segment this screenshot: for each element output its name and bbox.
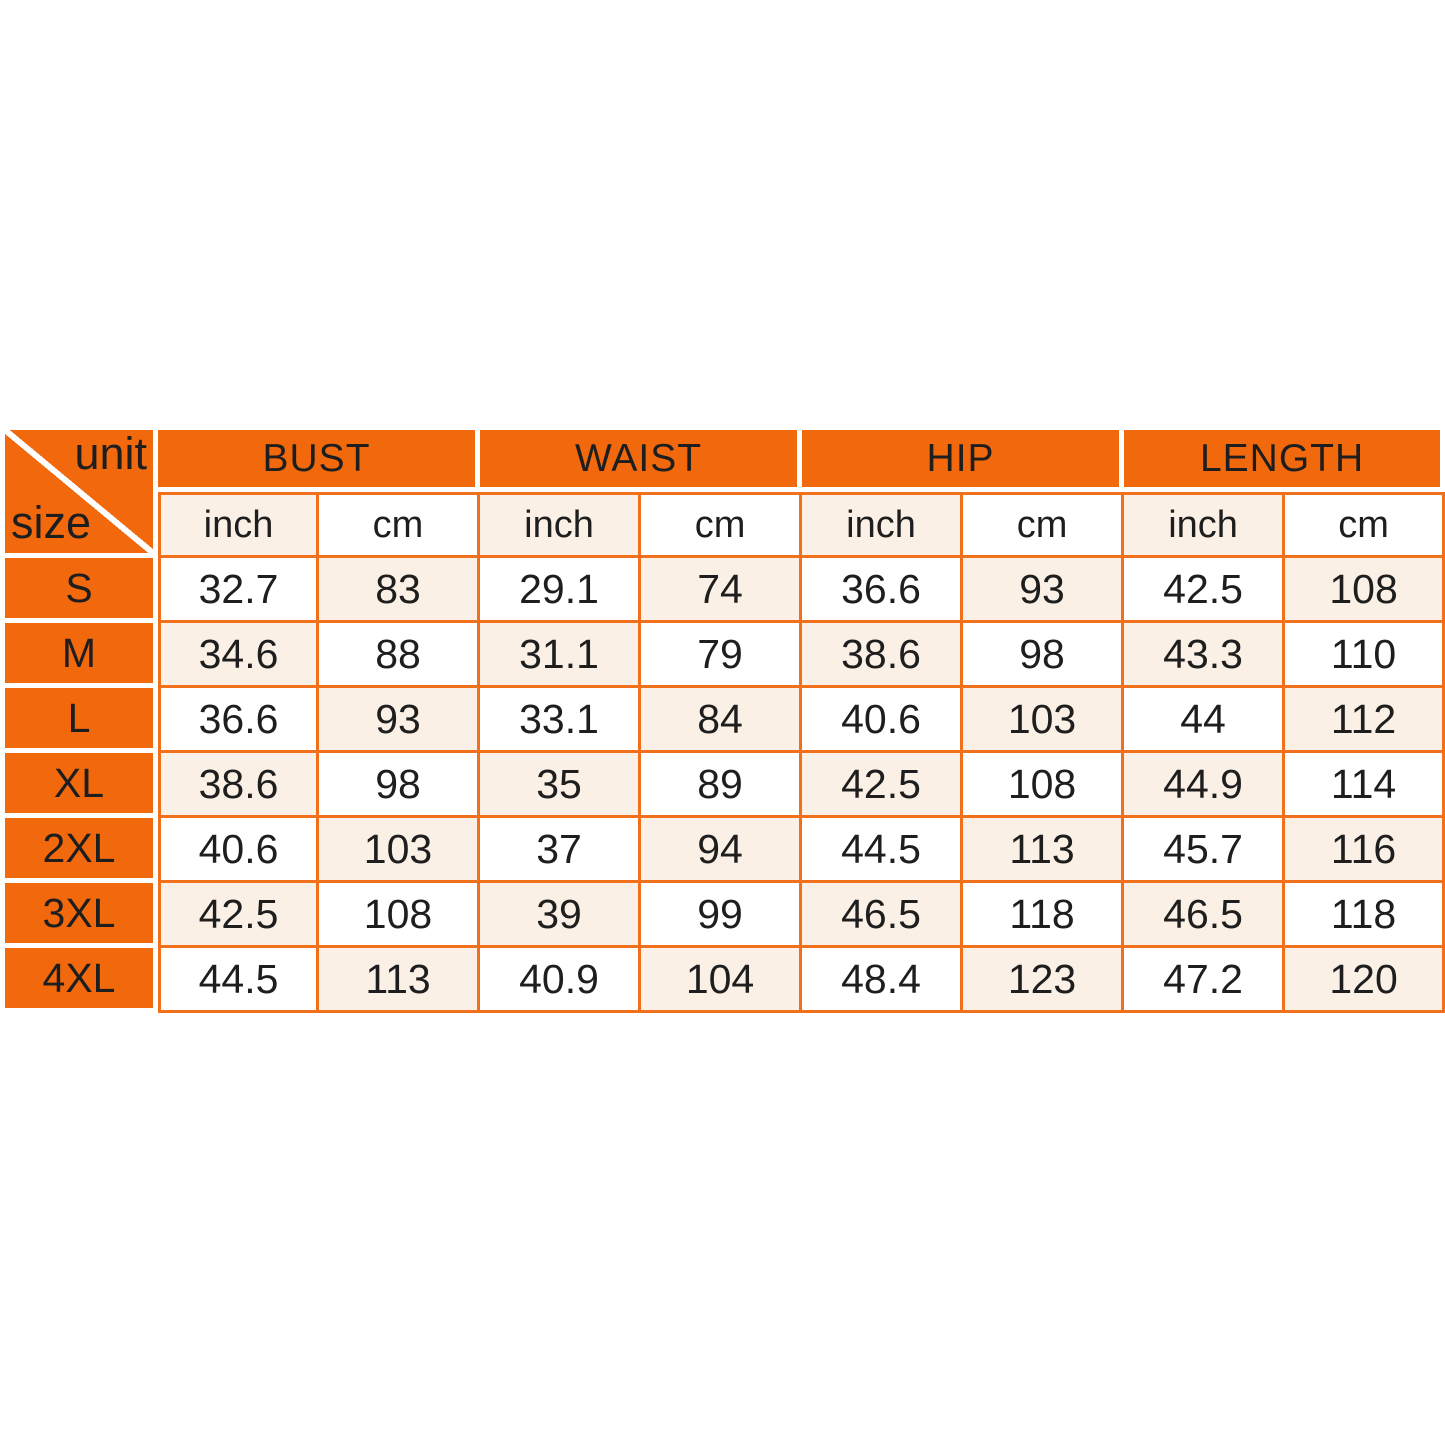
size-cell-2xl: 2XL [5, 818, 158, 883]
table-row-s: S 32.7 83 29.1 74 36.6 93 42.5 108 [5, 558, 1445, 623]
size-cell-4xl: 4XL [5, 948, 158, 1013]
subheader-length-inch: inch [1124, 492, 1286, 558]
cell-xl-waist-inch: 35 [480, 753, 642, 818]
subheader-waist-cm: cm [641, 492, 803, 558]
cell-l-length-inch: 44 [1124, 688, 1286, 753]
cell-2xl-length-cm: 116 [1285, 818, 1445, 883]
cell-4xl-bust-inch: 44.5 [158, 948, 319, 1013]
subheader-hip-cm: cm [963, 492, 1125, 558]
size-cell-xl: XL [5, 753, 158, 818]
corner-unit-label: unit [74, 430, 147, 479]
cell-m-hip-inch: 38.6 [802, 623, 964, 688]
cell-s-length-inch: 42.5 [1124, 558, 1286, 623]
cell-m-waist-cm: 79 [641, 623, 803, 688]
corner-cell: unit size [5, 430, 158, 558]
cell-3xl-waist-inch: 39 [480, 883, 642, 948]
cell-l-waist-cm: 84 [641, 688, 803, 753]
header-row-groups: unit size BUST WAIST HIP LENGTH [5, 430, 1445, 558]
table-row-3xl: 3XL 42.5 108 39 99 46.5 118 46.5 118 [5, 883, 1445, 948]
cell-3xl-length-inch: 46.5 [1124, 883, 1286, 948]
cell-4xl-length-inch: 47.2 [1124, 948, 1286, 1013]
cell-xl-length-inch: 44.9 [1124, 753, 1286, 818]
cell-m-length-cm: 110 [1285, 623, 1445, 688]
cell-xl-bust-cm: 98 [319, 753, 481, 818]
group-header-length: LENGTH [1124, 430, 1445, 492]
cell-xl-waist-cm: 89 [641, 753, 803, 818]
subheader-length-cm: cm [1285, 492, 1445, 558]
subheader-bust-cm: cm [319, 492, 481, 558]
cell-l-bust-inch: 36.6 [158, 688, 319, 753]
diagonal-divider [5, 430, 153, 553]
cell-2xl-bust-cm: 103 [319, 818, 481, 883]
subheader-bust-inch: inch [158, 492, 319, 558]
cell-xl-hip-cm: 108 [963, 753, 1125, 818]
group-header-hip: HIP [802, 430, 1125, 492]
cell-3xl-bust-cm: 108 [319, 883, 481, 948]
cell-3xl-bust-inch: 42.5 [158, 883, 319, 948]
cell-m-bust-cm: 88 [319, 623, 481, 688]
table-row-l: L 36.6 93 33.1 84 40.6 103 44 112 [5, 688, 1445, 753]
cell-s-waist-inch: 29.1 [480, 558, 642, 623]
cell-xl-bust-inch: 38.6 [158, 753, 319, 818]
cell-s-length-cm: 108 [1285, 558, 1445, 623]
cell-s-bust-cm: 83 [319, 558, 481, 623]
subheader-waist-inch: inch [480, 492, 642, 558]
size-cell-l: L [5, 688, 158, 753]
cell-2xl-hip-cm: 113 [963, 818, 1125, 883]
table-row-m: M 34.6 88 31.1 79 38.6 98 43.3 110 [5, 623, 1445, 688]
header-row-units: inch cm inch cm inch cm inch cm [5, 492, 1445, 558]
cell-4xl-length-cm: 120 [1285, 948, 1445, 1013]
cell-2xl-waist-inch: 37 [480, 818, 642, 883]
cell-2xl-length-inch: 45.7 [1124, 818, 1286, 883]
cell-m-length-inch: 43.3 [1124, 623, 1286, 688]
cell-3xl-hip-cm: 118 [963, 883, 1125, 948]
cell-s-bust-inch: 32.7 [158, 558, 319, 623]
cell-m-waist-inch: 31.1 [480, 623, 642, 688]
cell-l-bust-cm: 93 [319, 688, 481, 753]
size-cell-m: M [5, 623, 158, 688]
cell-m-hip-cm: 98 [963, 623, 1125, 688]
size-chart-table: unit size BUST WAIST HIP LENGTH inch cm … [5, 430, 1445, 1013]
cell-2xl-bust-inch: 40.6 [158, 818, 319, 883]
subheader-hip-inch: inch [802, 492, 964, 558]
cell-3xl-hip-inch: 46.5 [802, 883, 964, 948]
cell-m-bust-inch: 34.6 [158, 623, 319, 688]
size-cell-3xl: 3XL [5, 883, 158, 948]
table-row-4xl: 4XL 44.5 113 40.9 104 48.4 123 47.2 120 [5, 948, 1445, 1013]
cell-xl-length-cm: 114 [1285, 753, 1445, 818]
cell-l-waist-inch: 33.1 [480, 688, 642, 753]
cell-4xl-waist-inch: 40.9 [480, 948, 642, 1013]
cell-3xl-waist-cm: 99 [641, 883, 803, 948]
cell-l-length-cm: 112 [1285, 688, 1445, 753]
cell-s-hip-cm: 93 [963, 558, 1125, 623]
size-cell-s: S [5, 558, 158, 623]
cell-s-waist-cm: 74 [641, 558, 803, 623]
group-header-bust: BUST [158, 430, 481, 492]
table-row-2xl: 2XL 40.6 103 37 94 44.5 113 45.7 116 [5, 818, 1445, 883]
cell-xl-hip-inch: 42.5 [802, 753, 964, 818]
cell-4xl-hip-inch: 48.4 [802, 948, 964, 1013]
corner-size-label: size [11, 497, 92, 548]
cell-l-hip-inch: 40.6 [802, 688, 964, 753]
cell-2xl-hip-inch: 44.5 [802, 818, 964, 883]
cell-2xl-waist-cm: 94 [641, 818, 803, 883]
cell-3xl-length-cm: 118 [1285, 883, 1445, 948]
group-header-waist: WAIST [480, 430, 803, 492]
cell-4xl-waist-cm: 104 [641, 948, 803, 1013]
cell-s-hip-inch: 36.6 [802, 558, 964, 623]
cell-l-hip-cm: 103 [963, 688, 1125, 753]
cell-4xl-hip-cm: 123 [963, 948, 1125, 1013]
table-row-xl: XL 38.6 98 35 89 42.5 108 44.9 114 [5, 753, 1445, 818]
cell-4xl-bust-cm: 113 [319, 948, 481, 1013]
